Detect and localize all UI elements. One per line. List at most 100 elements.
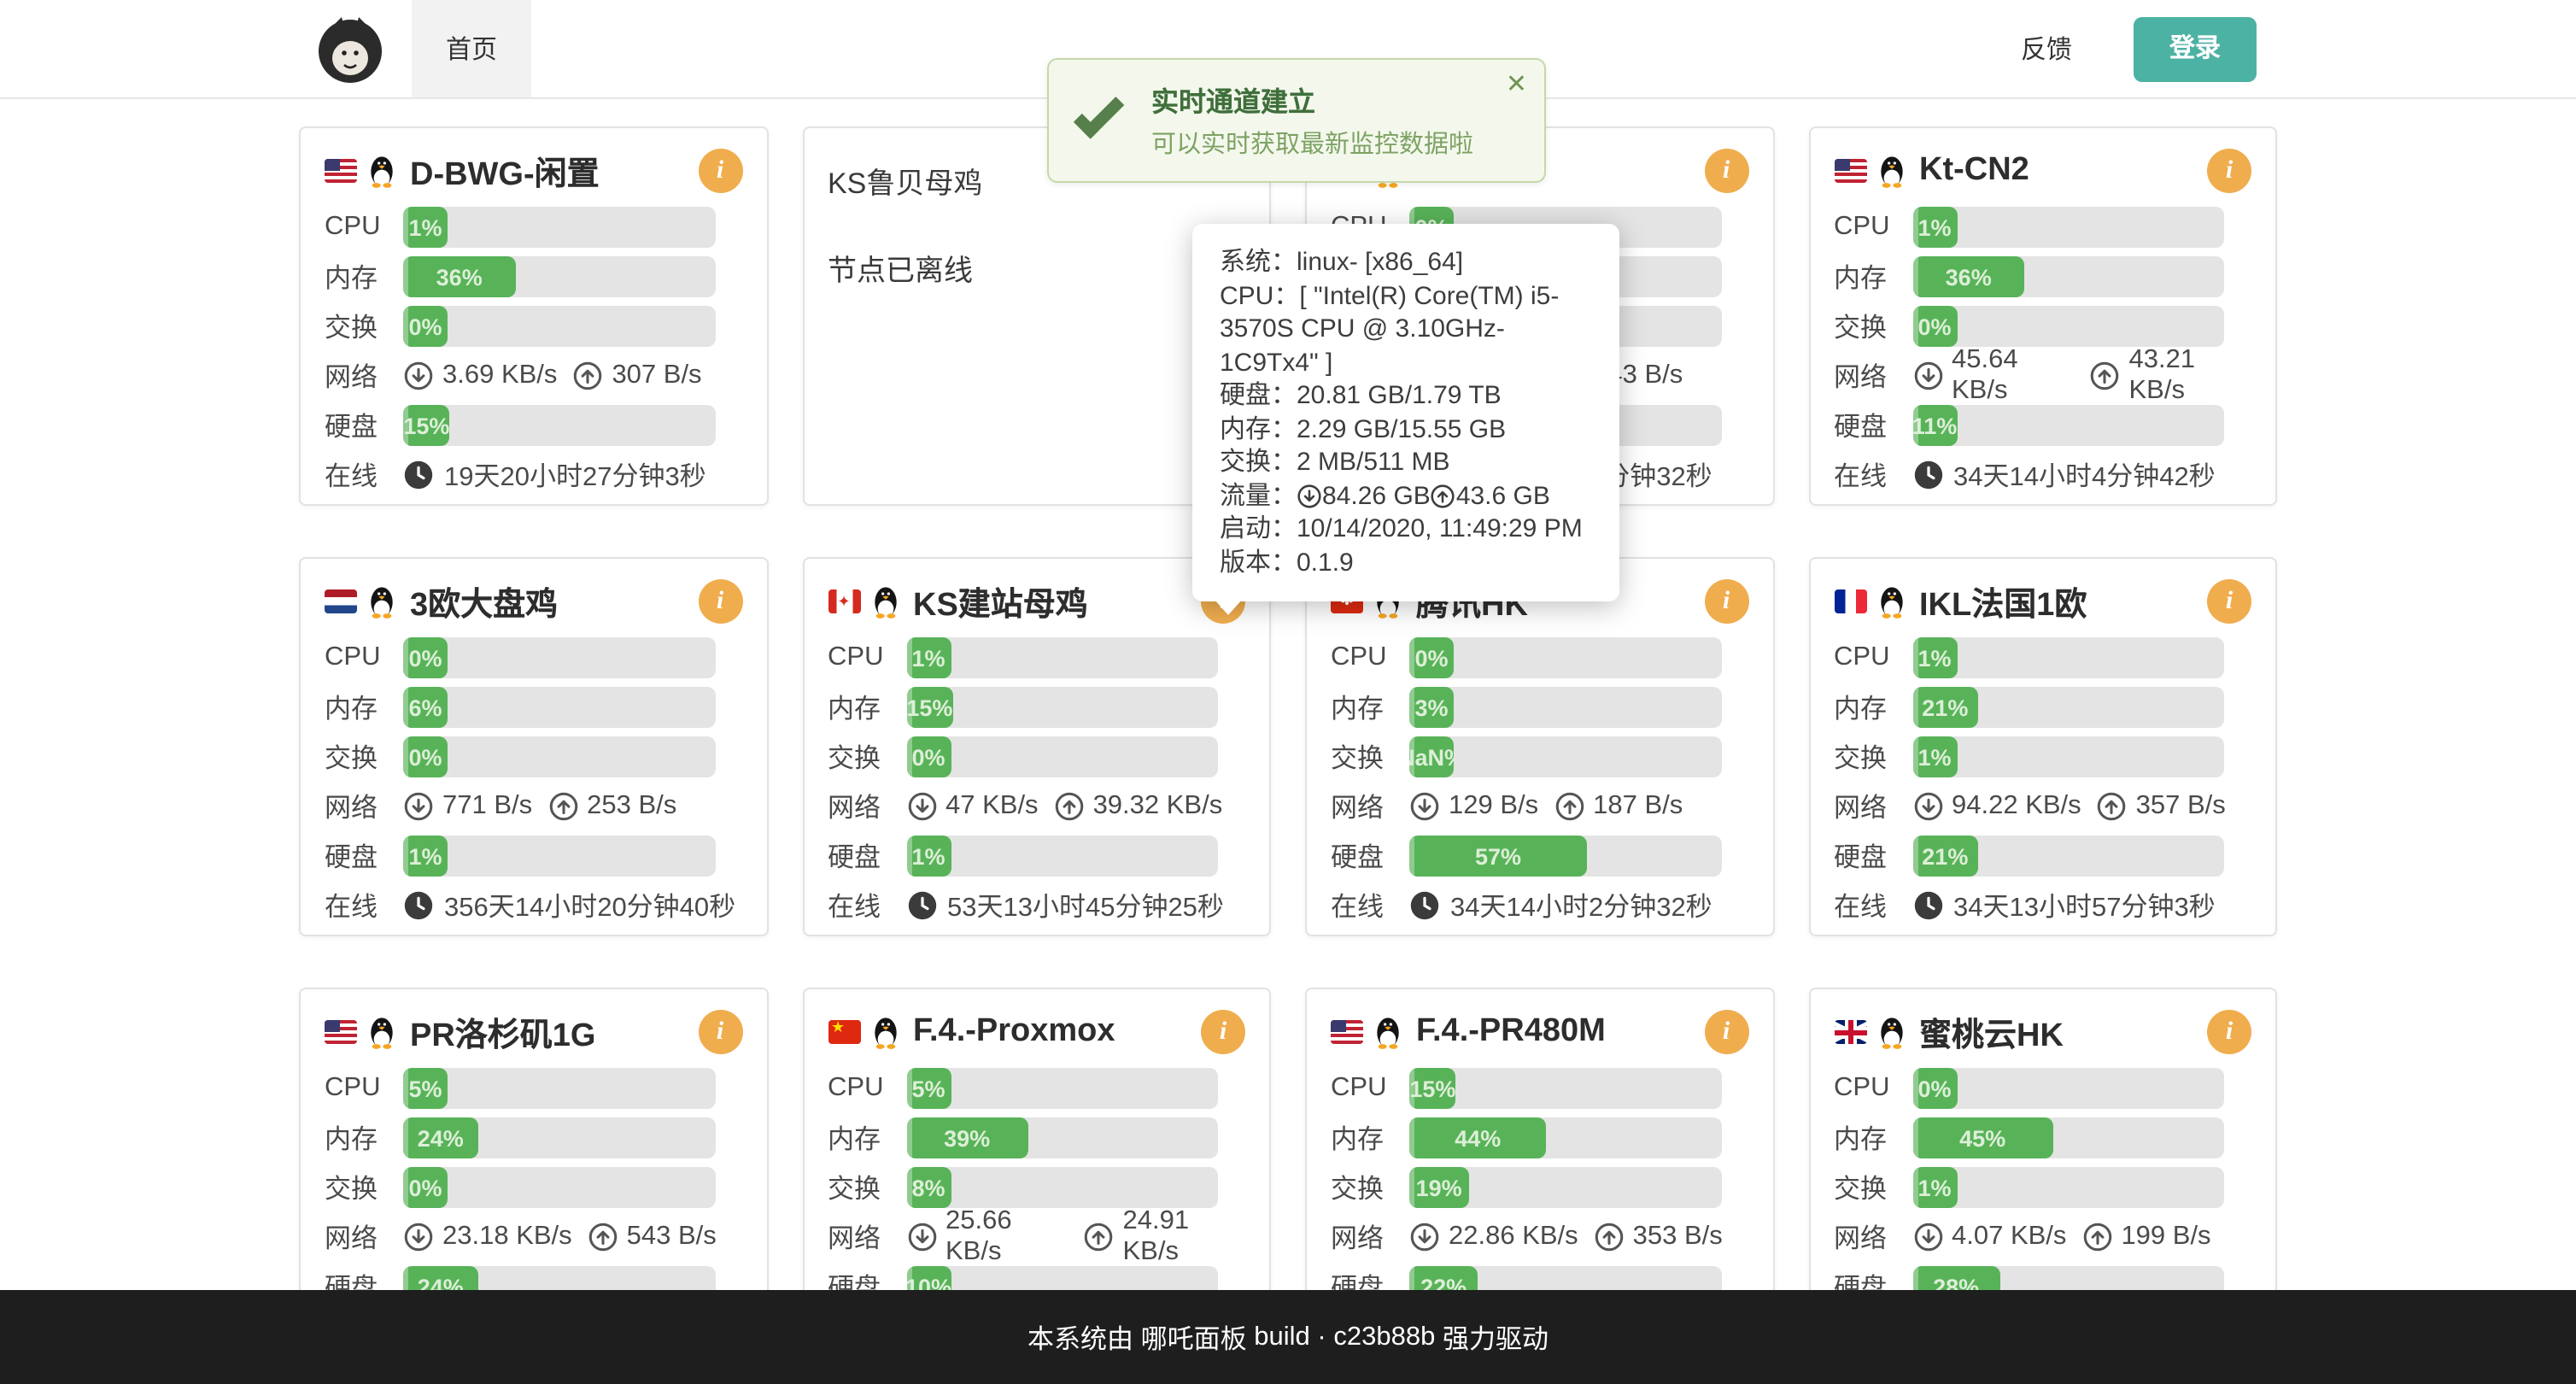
memory-label: 内存 — [1834, 695, 1888, 724]
network-label: 网络 — [325, 795, 378, 824]
server-name: F.4.-PR480M — [1416, 1013, 1606, 1049]
uptime-value: 19天20小时27分钟3秒 — [444, 463, 706, 492]
info-icon[interactable]: i — [1704, 579, 1748, 624]
swap-label: 交换 — [828, 745, 881, 774]
network-download-value: 94.22 KB/s — [1952, 791, 2081, 820]
online-label: 在线 — [828, 894, 881, 923]
country-flag-icon — [325, 159, 357, 183]
swap-bar-value: 0% — [408, 314, 442, 339]
info-icon[interactable]: i — [698, 1010, 742, 1054]
info-icon[interactable]: i — [698, 579, 742, 624]
cpu-bar-track: 5% — [906, 1068, 1218, 1109]
uptime-value: 53天13小时45分钟25秒 — [947, 894, 1224, 923]
country-flag-icon — [325, 1020, 357, 1044]
network-download-value: 3.69 KB/s — [442, 361, 558, 390]
memory-bar-value: 6% — [408, 695, 442, 720]
close-icon[interactable]: ✕ — [1505, 70, 1527, 99]
info-icon[interactable]: i — [2207, 149, 2251, 193]
disk-bar-fill: 15% — [403, 405, 450, 446]
server-card: KS建站母鸡 i CPU 1% 内存 15% 交换 0% 网络 — [802, 557, 1271, 936]
disk-label: 硬盘 — [1331, 844, 1385, 873]
swap-bar-track: 1% — [1912, 1167, 2224, 1208]
cpu-label: CPU — [1834, 212, 1890, 241]
info-icon[interactable]: i — [2207, 1010, 2251, 1054]
memory-bar-fill: 24% — [403, 1117, 478, 1158]
offline-status-text: 节点已离线 — [828, 255, 973, 287]
swap-bar-track: NaN% — [1409, 736, 1721, 777]
country-flag-icon — [1834, 1020, 1866, 1044]
clock-icon — [404, 460, 433, 490]
cpu-bar-value: 1% — [911, 645, 946, 671]
swap-bar-value: 0% — [408, 744, 442, 770]
memory-label: 内存 — [1834, 1126, 1888, 1155]
upload-arrow-icon — [548, 792, 577, 821]
cpu-bar-fill: 1% — [906, 637, 951, 678]
swap-bar-value: 0% — [408, 1175, 442, 1200]
cpu-bar-fill: 1% — [1912, 207, 1957, 248]
disk-bar-value: 21% — [1922, 843, 1969, 869]
memory-bar-track: 6% — [403, 687, 715, 728]
memory-bar-value: 21% — [1922, 695, 1969, 720]
network-upload-value: 39.32 KB/s — [1092, 791, 1223, 820]
network-upload-value: 24.91 KB/s — [1122, 1206, 1190, 1266]
tooltip-row: 硬盘：20.81 GB/1.79 TB — [1220, 381, 1502, 410]
memory-bar-track: 36% — [403, 256, 715, 297]
info-icon[interactable]: i — [2207, 579, 2251, 624]
server-name: 3欧大盘鸡 — [410, 587, 559, 623]
disk-bar-value: 15% — [403, 413, 450, 438]
cpu-bar-value: 0% — [408, 645, 442, 671]
download-arrow-icon — [907, 1223, 936, 1252]
download-arrow-icon — [907, 792, 936, 821]
memory-bar-fill: 6% — [403, 687, 448, 728]
swap-bar-track: 0% — [403, 1167, 715, 1208]
network-download-value: 47 KB/s — [946, 791, 1039, 820]
footer-panel-link[interactable]: 哪吒面板 — [1140, 1325, 1247, 1354]
memory-bar-track: 45% — [1912, 1117, 2224, 1158]
swap-label: 交换 — [828, 1176, 881, 1205]
linux-os-icon — [371, 1017, 393, 1049]
memory-bar-value: 45% — [1959, 1125, 2006, 1151]
swap-label: 交换 — [325, 745, 378, 774]
swap-bar-value: 1% — [1917, 1175, 1952, 1200]
memory-bar-fill: 15% — [906, 687, 953, 728]
server-name: KS建站母鸡 — [913, 587, 1088, 623]
swap-bar-fill: 0% — [403, 306, 448, 347]
info-icon[interactable]: i — [1201, 1010, 1245, 1054]
disk-bar-value: 57% — [1474, 843, 1522, 869]
login-button[interactable]: 登录 — [2133, 16, 2257, 81]
swap-label: 交换 — [1331, 1176, 1385, 1205]
nav-tab-home[interactable]: 首页 — [412, 0, 532, 97]
feedback-link[interactable]: 反馈 — [2020, 36, 2072, 65]
cpu-bar-fill: 5% — [403, 1068, 448, 1109]
footer: 本系统由 哪吒面板 build · c23b88b 强力驱动 — [0, 1290, 2576, 1384]
cpu-bar-value: 5% — [911, 1076, 946, 1101]
site-logo[interactable] — [316, 15, 384, 83]
server-card: 腾讯HK i CPU 0% 内存 3% 交换 NaN% 网络 — [1305, 557, 1774, 936]
footer-build-label: build · — [1246, 1322, 1334, 1351]
swap-label: 交换 — [325, 1176, 378, 1205]
swap-bar-track: 0% — [906, 736, 1218, 777]
download-arrow-icon — [1297, 484, 1321, 507]
memory-bar-value: 44% — [1455, 1125, 1502, 1151]
memory-bar-fill: 45% — [1912, 1117, 2053, 1158]
country-flag-icon — [1331, 1020, 1363, 1044]
info-icon[interactable]: i — [1704, 1010, 1748, 1054]
network-upload-value: 187 B/s — [1593, 791, 1683, 820]
network-label: 网络 — [828, 795, 881, 824]
memory-bar-value: 24% — [417, 1125, 464, 1151]
swap-bar-fill: 1% — [1912, 736, 1957, 777]
swap-bar-fill: NaN% — [1409, 736, 1454, 777]
swap-label: 交换 — [1331, 745, 1385, 774]
uptime-value: 356天14小时20分钟40秒 — [444, 894, 736, 923]
swap-bar-fill: 0% — [403, 1167, 448, 1208]
toast-title: 实时通道建立 — [1151, 89, 1316, 118]
server-name: 蜜桃云HK — [1919, 1017, 2064, 1053]
cat-avatar-icon — [319, 16, 382, 82]
disk-label: 硬盘 — [325, 413, 378, 443]
memory-bar-fill: 44% — [1409, 1117, 1547, 1158]
server-info-tooltip: 系统：linux- [x86_64] CPU：[ "Intel(R) Core(T… — [1192, 224, 1619, 615]
download-arrow-icon — [404, 792, 433, 821]
cpu-bar-track: 1% — [1912, 207, 2224, 248]
info-icon[interactable]: i — [1704, 149, 1748, 193]
info-icon[interactable]: i — [698, 149, 742, 193]
